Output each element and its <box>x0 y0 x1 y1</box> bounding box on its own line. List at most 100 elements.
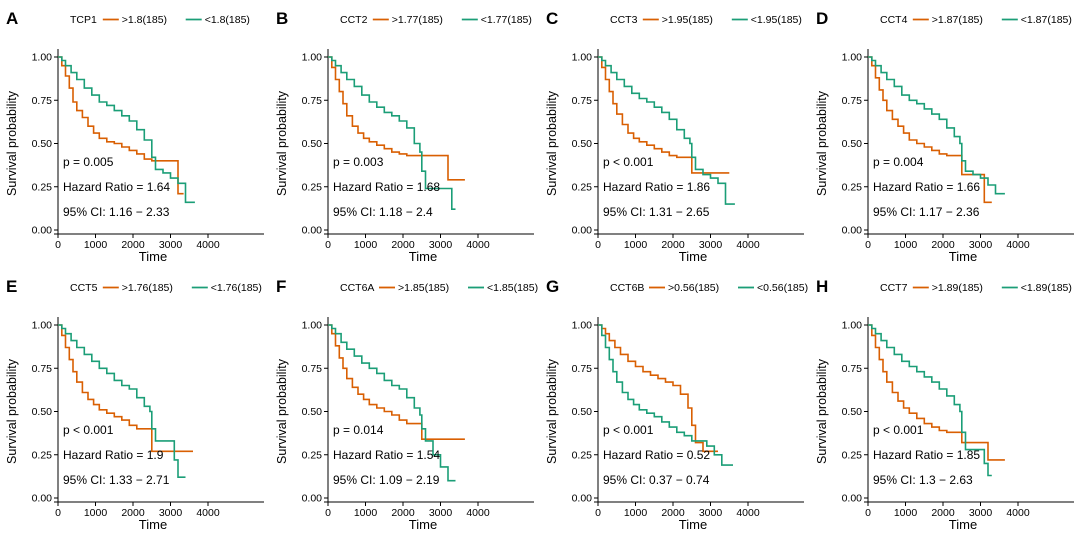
x-axis-title: Time <box>409 517 437 532</box>
panel-a: A TCP1 >1.8(185) <1.8(185) 0.00 0.25 0.50 0.75 1… <box>5 9 264 264</box>
y-tick-label: 0.25 <box>572 181 593 193</box>
x-tick-label: 1000 <box>354 507 378 519</box>
legend-label-low: <1.87(185) <box>1021 14 1072 26</box>
x-tick-label: 0 <box>595 239 601 251</box>
y-tick-label: 0.00 <box>302 493 323 505</box>
km-curve-low <box>328 324 456 482</box>
y-tick-label: 0.75 <box>842 363 863 375</box>
hazard-ratio-text: Hazard Ratio = 0.52 <box>603 448 710 462</box>
panel-f: F CCT6A >1.85(185) <1.85(185) 0.00 0.25 0.50 0.… <box>275 277 538 532</box>
x-tick-label: 3000 <box>429 239 453 251</box>
ci-text: 95% CI: 1.16 − 2.33 <box>63 205 170 219</box>
x-tick-label: 1000 <box>84 239 108 251</box>
x-tick-label: 0 <box>595 507 601 519</box>
y-tick-label: 1.00 <box>302 320 323 332</box>
x-tick-label: 3000 <box>159 507 183 519</box>
legend-label-high: >1.87(185) <box>932 14 983 26</box>
legend-label-low: <1.76(185) <box>211 282 262 294</box>
y-tick-label: 0.00 <box>32 225 53 237</box>
y-axis-title: Survival probability <box>545 358 559 464</box>
y-tick-label: 0.50 <box>302 138 323 150</box>
y-axis-title: Survival probability <box>815 358 829 464</box>
x-tick-label: 3000 <box>969 239 993 251</box>
y-tick-label: 0.75 <box>32 363 53 375</box>
x-axis-title: Time <box>409 249 437 264</box>
panel-c: C CCT3 >1.95(185) <1.95(185) 0.00 0.25 0.50 0.7… <box>545 9 804 264</box>
panel-letter: C <box>546 9 558 28</box>
y-axis-title: Survival probability <box>545 90 559 196</box>
km-curve-low <box>868 324 992 477</box>
x-tick-label: 4000 <box>736 507 760 519</box>
x-tick-label: 2000 <box>661 239 685 251</box>
panel-letter: A <box>6 9 18 28</box>
hazard-ratio-text: Hazard Ratio = 1.64 <box>63 180 170 194</box>
km-curve-high <box>58 56 184 195</box>
y-tick-label: 0.75 <box>32 95 53 107</box>
legend-label-low: <0.56(185) <box>757 282 808 294</box>
hazard-ratio-text: Hazard Ratio = 1.54 <box>333 448 440 462</box>
x-tick-label: 2000 <box>391 507 415 519</box>
x-axis-title: Time <box>679 517 707 532</box>
x-tick-label: 1000 <box>354 239 378 251</box>
hazard-ratio-text: Hazard Ratio = 1.68 <box>333 180 440 194</box>
y-tick-label: 0.25 <box>572 449 593 461</box>
p-value-text: p < 0.001 <box>873 423 924 437</box>
panel-letter: G <box>546 277 559 296</box>
y-tick-label: 0.00 <box>842 225 863 237</box>
x-tick-label: 0 <box>865 507 871 519</box>
x-tick-label: 4000 <box>1006 239 1030 251</box>
legend-gene-label: TCP1 <box>70 14 97 26</box>
x-axis-title: Time <box>139 249 167 264</box>
legend-label-high: >1.85(185) <box>398 282 449 294</box>
x-tick-label: 2000 <box>931 239 955 251</box>
panel-e: E CCT5 >1.76(185) <1.76(185) 0.00 0.25 0.50 0.7… <box>5 277 264 532</box>
legend-label-high: >1.77(185) <box>392 14 443 26</box>
p-value-text: p = 0.014 <box>333 423 384 437</box>
panel-g: G CCT6B >0.56(185) <0.56(185) 0.00 0.25 0.50 0.… <box>545 277 808 532</box>
x-tick-label: 3000 <box>699 507 723 519</box>
hazard-ratio-text: Hazard Ratio = 1.66 <box>873 180 980 194</box>
x-axis-title: Time <box>949 249 977 264</box>
y-tick-label: 0.00 <box>32 493 53 505</box>
x-tick-label: 4000 <box>736 239 760 251</box>
y-axis-title: Survival probability <box>5 90 19 196</box>
km-curve-low <box>598 56 735 205</box>
y-tick-label: 0.50 <box>572 138 593 150</box>
y-tick-label: 1.00 <box>572 52 593 64</box>
km-curve-low <box>868 56 1005 195</box>
legend-label-high: >1.8(185) <box>122 14 167 26</box>
km-curve-high <box>598 324 718 453</box>
ci-text: 95% CI: 0.37 − 0.74 <box>603 473 710 487</box>
legend-gene-label: CCT4 <box>880 14 908 26</box>
km-curve-low <box>58 56 195 204</box>
x-tick-label: 0 <box>325 239 331 251</box>
ci-text: 95% CI: 1.17 − 2.36 <box>873 205 980 219</box>
legend-gene-label: CCT5 <box>70 282 98 294</box>
x-tick-label: 2000 <box>121 507 145 519</box>
x-tick-label: 4000 <box>196 507 220 519</box>
hazard-ratio-text: Hazard Ratio = 1.9 <box>63 448 164 462</box>
ci-text: 95% CI: 1.3 − 2.63 <box>873 473 973 487</box>
y-tick-label: 0.75 <box>302 95 323 107</box>
panel-letter: E <box>6 277 17 296</box>
legend-gene-label: CCT3 <box>610 14 638 26</box>
legend-label-low: <1.77(185) <box>481 14 532 26</box>
legend-gene-label: CCT6A <box>340 282 374 294</box>
x-axis-title: Time <box>679 249 707 264</box>
x-axis-title: Time <box>949 517 977 532</box>
p-value-text: p = 0.003 <box>333 155 384 169</box>
panel-letter: F <box>276 277 286 296</box>
x-tick-label: 1000 <box>84 507 108 519</box>
panel-d: D CCT4 >1.87(185) <1.87(185) 0.00 0.25 0.50 0.7… <box>815 9 1074 264</box>
legend-gene-label: CCT7 <box>880 282 908 294</box>
y-tick-label: 0.25 <box>842 449 863 461</box>
x-tick-label: 4000 <box>196 239 220 251</box>
hazard-ratio-text: Hazard Ratio = 1.85 <box>873 448 980 462</box>
x-tick-label: 3000 <box>969 507 993 519</box>
y-tick-label: 1.00 <box>842 52 863 64</box>
y-tick-label: 0.75 <box>302 363 323 375</box>
x-tick-label: 0 <box>55 239 61 251</box>
legend-gene-label: CCT2 <box>340 14 368 26</box>
y-tick-label: 0.75 <box>572 363 593 375</box>
x-tick-label: 0 <box>325 507 331 519</box>
